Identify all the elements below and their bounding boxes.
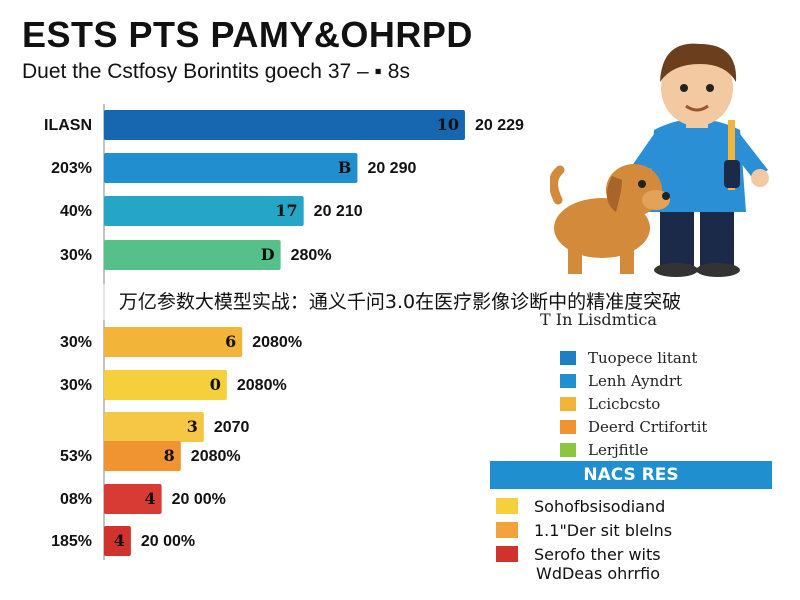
overlay-caption: 万亿参数大模型实战：通义千问3.0在医疗影像诊断中的精准度突破 <box>0 284 800 320</box>
category-label: 53% <box>60 448 92 465</box>
bar-inner-label: 3 <box>187 417 198 436</box>
legend-label: Lcicbcsto <box>588 394 661 413</box>
chart-subtitle: Duet the Cstfosy Borintits goech 37 – ▪ … <box>22 60 410 83</box>
category-label: 30% <box>60 247 92 264</box>
notes-box-footer: WdDeas ohrrfio <box>536 564 661 583</box>
bar <box>104 110 465 140</box>
notes-swatch <box>496 522 518 538</box>
boy-and-dog-illustration <box>550 43 769 277</box>
legend-label: Lenh Ayndrt <box>588 371 683 390</box>
legend-title: T In Lisdmtica <box>540 310 657 329</box>
bar <box>104 196 304 226</box>
legend-swatch <box>560 373 576 388</box>
notes-label: Sohofbsisodiand <box>534 496 666 516</box>
bar-inner-label: 17 <box>275 201 297 220</box>
legend-label: Lerjfitle <box>588 440 649 459</box>
notes-box-header: NACS RES <box>490 461 772 489</box>
category-label: 30% <box>60 334 92 351</box>
notes-swatch <box>496 546 518 562</box>
notes-box-item: Serofo ther wits <box>496 542 786 566</box>
notes-swatch <box>496 498 518 514</box>
notes-box-item: 1.1"Der sit blelns <box>496 518 786 542</box>
legend-swatch <box>560 396 576 411</box>
notes-box-item: Sohofbsisodiand <box>496 494 786 518</box>
notes-label: 1.1"Der sit blelns <box>534 520 673 540</box>
bar <box>104 240 281 270</box>
category-label: 40% <box>60 203 92 220</box>
category-label: 08% <box>60 491 92 508</box>
bar <box>104 526 131 556</box>
category-label: 185% <box>51 533 92 550</box>
category-label: ILASN <box>44 117 92 134</box>
value-label: 20 290 <box>367 160 416 177</box>
legend-item: Tuopece litant <box>560 346 780 369</box>
bar <box>104 370 227 400</box>
legend-swatch <box>560 350 576 365</box>
bar <box>104 441 181 471</box>
chart-title: ESTS PTS PAMY&OHRPD <box>22 14 473 55</box>
legend-label: Tuopece litant <box>588 348 698 367</box>
value-label: 2070 <box>214 419 250 436</box>
legend-item: Lenh Ayndrt <box>560 369 780 392</box>
bar <box>104 153 358 183</box>
bar-inner-label: D <box>261 245 275 264</box>
value-label: 2080% <box>252 334 302 351</box>
bar <box>104 327 243 357</box>
notes-label: Serofo ther wits <box>534 544 661 564</box>
value-label: 20 229 <box>475 117 524 134</box>
notes-box-items: Sohofbsisodiand 1.1"Der sit blelns Serof… <box>496 494 786 566</box>
legend-swatch <box>560 419 576 434</box>
bar <box>104 412 204 442</box>
bar-inner-label: 6 <box>225 332 236 351</box>
bar-inner-label: 4 <box>114 531 125 550</box>
bar-inner-label: 10 <box>437 115 459 134</box>
bar-inner-label: 8 <box>164 446 175 465</box>
bar-inner-label: B <box>338 158 352 177</box>
value-label: 20 00% <box>141 533 195 550</box>
legend-swatch <box>560 442 576 457</box>
category-label: 30% <box>60 377 92 394</box>
legend-item: Lcicbcsto <box>560 392 780 415</box>
bar-inner-label: 4 <box>144 489 155 508</box>
value-label: 280% <box>291 247 332 264</box>
value-label: 2080% <box>237 377 287 394</box>
value-label: 20 00% <box>172 491 226 508</box>
bar-inner-label: 0 <box>210 375 221 394</box>
bar <box>104 484 162 514</box>
legend-item: Deerd Crtifortit <box>560 415 780 438</box>
category-label: 203% <box>51 160 92 177</box>
value-label: 20 210 <box>314 203 363 220</box>
legend: Tuopece litant Lenh Ayndrt Lcicbcsto Dee… <box>560 346 780 461</box>
legend-item: Lerjfitle <box>560 438 780 461</box>
value-label: 2080% <box>191 448 241 465</box>
legend-label: Deerd Crtifortit <box>588 417 708 436</box>
